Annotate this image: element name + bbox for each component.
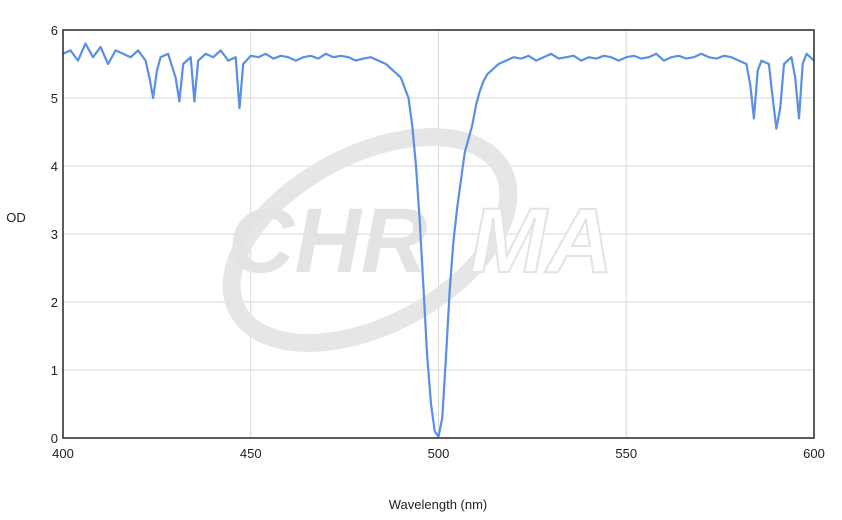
y-tick-label: 3 bbox=[51, 227, 58, 242]
x-tick-label: 550 bbox=[615, 446, 637, 461]
y-tick-label: 4 bbox=[51, 159, 58, 174]
y-tick-label: 2 bbox=[51, 295, 58, 310]
y-axis-ticks: 0 1 2 3 4 5 6 bbox=[51, 23, 58, 446]
y-tick-label: 0 bbox=[51, 431, 58, 446]
x-axis-ticks: 400 450 500 550 600 bbox=[52, 446, 825, 461]
watermark-swoosh bbox=[222, 128, 518, 352]
watermark-text-solid: CHR bbox=[228, 190, 427, 292]
x-tick-label: 400 bbox=[52, 446, 74, 461]
y-tick-label: 1 bbox=[51, 363, 58, 378]
chroma-watermark: CHR MA bbox=[222, 128, 614, 352]
x-tick-label: 500 bbox=[428, 446, 450, 461]
watermark-text-outline: MA bbox=[470, 190, 613, 292]
x-axis-title: Wavelength (nm) bbox=[389, 497, 488, 512]
x-tick-label: 600 bbox=[803, 446, 825, 461]
grid-lines bbox=[62, 29, 815, 439]
y-axis-title: OD bbox=[6, 210, 26, 225]
y-tick-label: 6 bbox=[51, 23, 58, 38]
x-tick-label: 450 bbox=[240, 446, 262, 461]
y-tick-label: 5 bbox=[51, 91, 58, 106]
od-series-line bbox=[62, 42, 815, 438]
series-layer bbox=[62, 42, 815, 438]
plot-frame bbox=[62, 29, 815, 439]
